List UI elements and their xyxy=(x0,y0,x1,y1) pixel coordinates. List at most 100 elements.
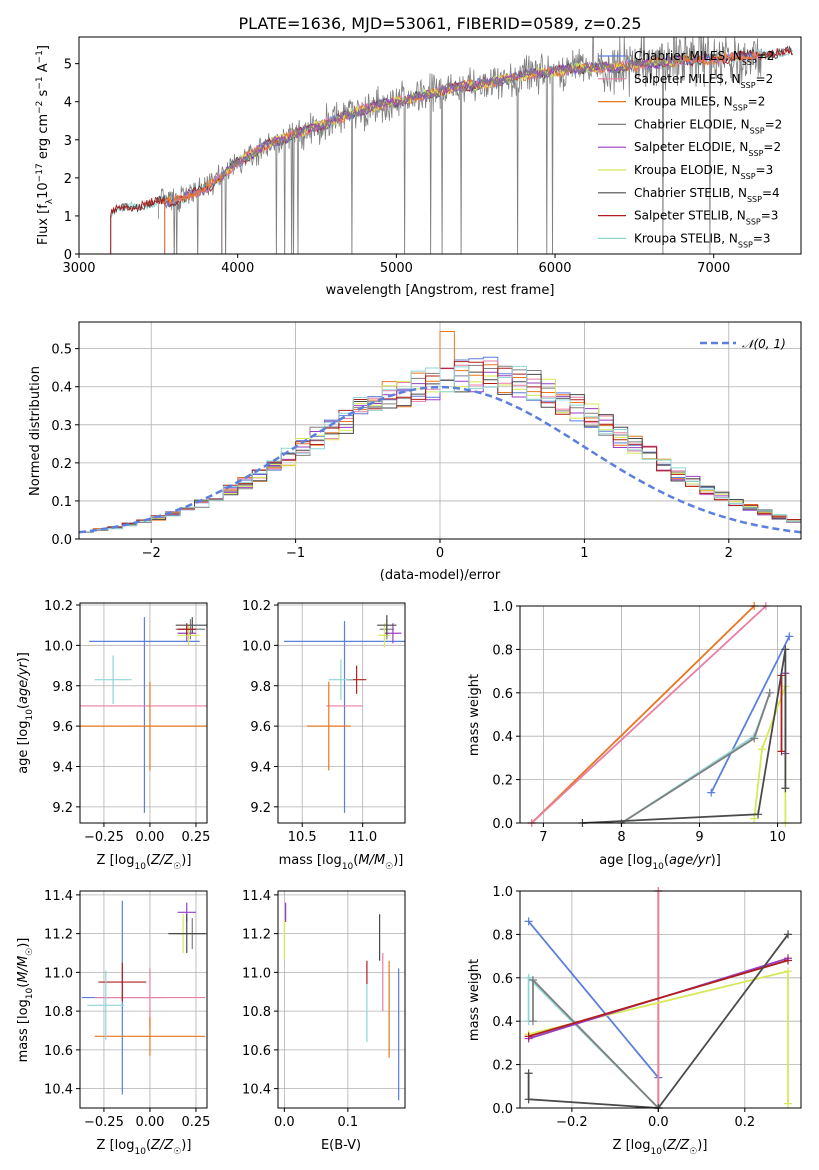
spectrum-xtick-label: 6000 xyxy=(538,261,571,276)
age-vs-mass-plot xyxy=(284,615,405,813)
age-vs-mass-errorbars xyxy=(284,615,405,813)
residual-xtick-label: 0 xyxy=(436,546,444,561)
weight-line xyxy=(528,959,789,1038)
weight-marker xyxy=(750,814,759,823)
weight-vs-Z-ytick-label: 1.0 xyxy=(492,885,513,900)
legend-sub: SSP xyxy=(746,217,761,226)
weight-vs-Z-grid xyxy=(520,890,801,1109)
mass-vs-Z-ylabel: mass [log10(M/M☉)] xyxy=(16,938,35,1063)
weight-marker xyxy=(777,747,786,756)
spectrum-ytick-label: 4 xyxy=(64,96,72,111)
normal-legend-label: 𝒩(0, 1) xyxy=(742,337,786,351)
legend-nssp: =3 xyxy=(756,163,774,177)
residual-ticks: −2 −1 0 1 2 0.0 0.1 0.2 0.3 0.4 0.5 xyxy=(51,343,733,561)
age-vs-mass-ytick-label: 10.2 xyxy=(242,599,271,614)
age-vs-mass-ytick-label: 9.6 xyxy=(250,720,271,735)
residual-hist xyxy=(79,365,801,539)
age-vs-Z-ytick-label: 9.2 xyxy=(52,801,73,816)
legend-nssp: =2 xyxy=(748,95,766,109)
age-vs-Z-panel: −0.25 0.00 0.25 9.2 9.4 9.6 9.8 10.0 10.2 Z [log… xyxy=(16,599,210,872)
weight-marker xyxy=(754,810,763,819)
spectrum-lines xyxy=(110,37,793,254)
legend-name: Salpeter STELIB, N xyxy=(634,209,746,223)
mass-vs-Z-xtick-label: −0.25 xyxy=(84,1115,124,1130)
residual-ytick-label: 0.0 xyxy=(51,533,72,548)
weight-vs-Z-panel: −0.2 0.0 0.2 0.0 0.2 0.4 0.6 0.8 1.0 Z [log10(Z/… xyxy=(467,885,802,1157)
legend-name: Salpeter ELODIE, N xyxy=(634,140,748,154)
weight-marker xyxy=(524,1069,533,1078)
weight-marker xyxy=(784,956,793,965)
weight-vs-Z-xtick-label: 0.0 xyxy=(648,1115,669,1130)
spectrum-xtick-label: 5000 xyxy=(380,261,413,276)
mass-vs-EBV-frame xyxy=(277,890,406,1109)
weight-vs-Z-ytick-label: 0.8 xyxy=(492,928,513,943)
weight-vs-age-ytick-label: 0.8 xyxy=(492,643,513,658)
legend-label: Kroupa MILES, NSSP=2 xyxy=(634,95,765,113)
age-vs-Z-xtick-label: −0.25 xyxy=(84,830,124,845)
age-vs-mass-ytick-label: 9.4 xyxy=(250,760,271,775)
weight-vs-Z-ytick-label: 0.4 xyxy=(492,1015,513,1030)
legend-label: Kroupa STELIB, NSSP=3 xyxy=(634,231,771,249)
weight-marker xyxy=(528,975,537,984)
weight-marker xyxy=(757,745,766,754)
weight-vs-age-xtick-label: 8 xyxy=(617,830,625,845)
weight-vs-Z-plot xyxy=(524,887,793,1112)
weight-vs-Z-xlabel: Z [log10(Z/Z☉)] xyxy=(613,1138,708,1157)
residual-xtick-label: 1 xyxy=(580,546,588,561)
mass-vs-Z-ytick-label: 10.6 xyxy=(44,1044,73,1059)
age-vs-Z-ytick-label: 10.0 xyxy=(44,639,73,654)
legend-label: Kroupa ELODIE, NSSP=3 xyxy=(634,163,773,181)
mass-vs-EBV-ytick-label: 11.2 xyxy=(242,928,271,943)
legend-sub: SSP xyxy=(738,240,753,249)
legend-nssp: =3 xyxy=(761,209,779,223)
legend-sub: SSP xyxy=(750,126,765,135)
age-vs-Z-ytick-label: 10.2 xyxy=(44,599,73,614)
age-vs-mass-frame xyxy=(277,602,406,824)
age-vs-Z-frame xyxy=(79,602,208,824)
weight-vs-Z-ylabel: mass weight xyxy=(467,959,482,1041)
weight-marker xyxy=(524,917,533,926)
weight-vs-age-grid xyxy=(520,605,801,824)
weight-vs-Z-ytick-label: 0.2 xyxy=(492,1059,513,1074)
age-vs-Z-ytick-label: 9.6 xyxy=(52,720,73,735)
weight-vs-Z-xtick-label: 0.2 xyxy=(734,1115,755,1130)
mass-vs-Z-ytick-label: 11.2 xyxy=(44,928,73,943)
age-vs-Z-ytick-label: 9.4 xyxy=(52,760,73,775)
age-vs-Z-ytick-label: 9.8 xyxy=(52,680,73,695)
residual-xtick-label: −2 xyxy=(142,546,161,561)
weight-marker xyxy=(781,784,790,793)
legend-label: Chabrier MILES, NSSP=2 xyxy=(634,49,774,67)
legend-nssp: =2 xyxy=(763,140,781,154)
weight-vs-age-ytick-label: 0.0 xyxy=(492,817,513,832)
legend-name: Kroupa STELIB, N xyxy=(634,231,738,245)
mass-vs-EBV-xtick-label: 0.0 xyxy=(274,1115,295,1130)
age-vs-mass-panel: 10.5 11.0 9.2 9.4 9.6 9.8 10.0 10.2 mass [log10… xyxy=(242,599,406,872)
spectrum-ytick-label: 3 xyxy=(64,134,72,149)
spectrum-panel: 3000 4000 5000 6000 7000 0 1 2 3 4 5 wavelength [A… xyxy=(35,36,802,298)
residual-hists xyxy=(79,331,801,539)
weight-marker xyxy=(524,973,533,982)
weight-vs-age-ylabel: mass weight xyxy=(467,674,482,756)
residual-ytick-label: 0.2 xyxy=(51,457,72,472)
weight-vs-Z-xtick-label: −0.2 xyxy=(556,1115,588,1130)
age-vs-Z-xtick-label: 0.25 xyxy=(181,830,210,845)
mass-vs-EBV-grid xyxy=(278,891,405,1108)
weight-vs-Z-frame xyxy=(519,890,802,1109)
legend-sub: SSP xyxy=(747,194,762,203)
mass-vs-EBV-errorbars xyxy=(283,902,400,1101)
legend-label: Chabrier STELIB, NSSP=4 xyxy=(634,186,780,204)
residual-xtick-label: 2 xyxy=(725,546,733,561)
age-vs-mass-xtick-label: 10.5 xyxy=(288,830,317,845)
legend-label: Chabrier ELODIE, NSSP=2 xyxy=(634,117,782,135)
legend-name: Chabrier ELODIE, N xyxy=(634,117,750,131)
mass-vs-Z-plot xyxy=(81,900,207,1095)
weight-vs-age-ticks: 7 8 9 10 0.0 0.2 0.4 0.6 0.8 1.0 xyxy=(492,600,786,845)
age-vs-mass-ytick-label: 9.8 xyxy=(250,680,271,695)
weight-marker xyxy=(784,1099,793,1108)
legend-nssp: =3 xyxy=(753,231,771,245)
age-vs-Z-ylabel: age [log10(age/yr)] xyxy=(16,652,35,774)
weight-line xyxy=(621,692,771,824)
mass-vs-Z-xtick-label: 0.25 xyxy=(181,1115,210,1130)
residual-ytick-label: 0.5 xyxy=(51,343,72,358)
